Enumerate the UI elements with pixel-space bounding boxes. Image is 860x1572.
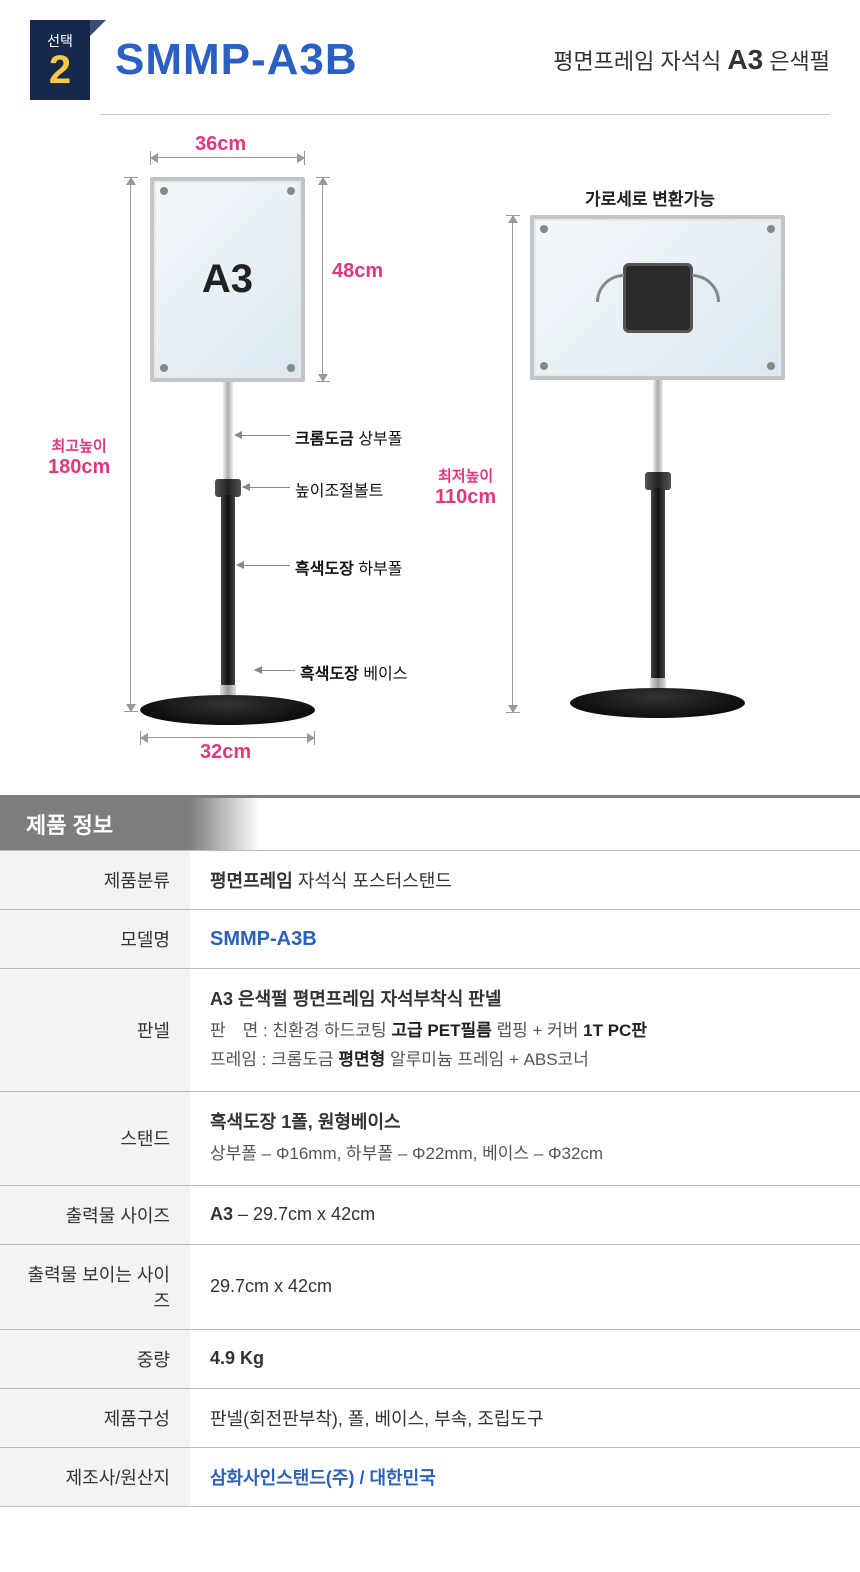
- callout-upper-pole: 크롬도금 상부폴: [295, 425, 403, 449]
- spec-label: 제품분류: [0, 851, 190, 910]
- spec-label: 중량: [0, 1329, 190, 1388]
- subtitle-post: 은색펄: [763, 49, 830, 74]
- spec-rest: – 29.7cm x 42cm: [233, 1204, 375, 1224]
- table-row: 스탠드 흑색도장 1폴, 원형베이스 상부폴 – Φ16mm, 하부폴 – Φ2…: [0, 1091, 860, 1185]
- spec-value: A3 은색펄 평면프레임 자석부착식 판넬 판 면 : 친환경 하드코팅 고급 …: [190, 969, 860, 1092]
- table-row: 판넬 A3 은색펄 평면프레임 자석부착식 판넬 판 면 : 친환경 하드코팅 …: [0, 969, 860, 1092]
- callout-lower-rest: 하부폴: [354, 561, 403, 578]
- spec-value: SMMP-A3B: [190, 910, 860, 969]
- callout-line-upper: [235, 435, 290, 436]
- spec-bold: 평면프레임: [210, 871, 293, 891]
- spec-label: 제조사/원산지: [0, 1447, 190, 1506]
- callout-line-bolt: [243, 487, 290, 488]
- spec-value: A3 – 29.7cm x 42cm: [190, 1185, 860, 1244]
- badge-number: 2: [49, 50, 71, 90]
- lower-pole: [221, 495, 235, 695]
- badge-label: 선택: [47, 34, 73, 48]
- spec-title: 제품 정보: [0, 798, 147, 850]
- callout-base-bold: 흑색도장: [300, 666, 359, 683]
- dim-min-height-label: 최저높이 110cm: [435, 465, 496, 509]
- dim-max-height-label: 최고높이 180cm: [48, 435, 110, 479]
- panel-detail: 판 면 : 친환경 하드코팅 고급 PET필름 랩핑 + 커버 1T PC판 프…: [210, 1017, 840, 1075]
- spec-bold: 4.9 Kg: [210, 1348, 264, 1368]
- dim-base-width-label: 32cm: [200, 741, 251, 764]
- dim-frame-height-label: 48cm: [332, 260, 383, 283]
- callout-bolt-text: 높이조절볼트: [295, 483, 383, 500]
- spec-title-bar: 제품 정보: [0, 795, 860, 851]
- dim-max-height-value: 180cm: [48, 456, 110, 478]
- spec-model: SMMP-A3B: [210, 928, 317, 950]
- table-row: 중량 4.9 Kg: [0, 1329, 860, 1388]
- rotate-note: 가로세로 변환가능: [585, 185, 715, 210]
- spec-label: 출력물 사이즈: [0, 1185, 190, 1244]
- frame-landscape: [530, 215, 785, 380]
- spec-maker: 삼화사인스탠드(주) / 대한민국: [210, 1468, 436, 1488]
- spec-table: 제품분류 평면프레임 자석식 포스터스탠드 모델명 SMMP-A3B 판넬 A3…: [0, 851, 860, 1507]
- table-row: 출력물 보이는 사이즈 29.7cm x 42cm: [0, 1244, 860, 1329]
- callout-base-rest: 베이스: [359, 666, 408, 683]
- base-r: [570, 688, 745, 718]
- rotation-mount: [623, 263, 693, 333]
- stand-title: 흑색도장 1폴, 원형베이스: [210, 1108, 840, 1134]
- spec-value: 평면프레임 자석식 포스터스탠드: [190, 851, 860, 910]
- stand-right: 가로세로 변환가능 최저높이 110cm: [470, 135, 830, 755]
- base: [140, 695, 315, 725]
- callout-upper-bold: 크롬도금: [295, 431, 354, 448]
- model-title: SMMP-A3B: [115, 35, 358, 85]
- upper-pole-r: [653, 380, 663, 475]
- spec-rest: 자석식 포스터스탠드: [293, 871, 452, 891]
- dim-max-height: [130, 177, 131, 712]
- spec-label: 모델명: [0, 910, 190, 969]
- subtitle: 평면프레임 자석식 A3 은색펄: [553, 44, 830, 76]
- callout-line-lower: [237, 565, 290, 566]
- callout-bolt: 높이조절볼트: [295, 477, 383, 501]
- header: 선택 2 SMMP-A3B 평면프레임 자석식 A3 은색펄: [0, 0, 860, 110]
- dim-frame-width: [150, 157, 305, 158]
- frame-portrait-label: A3: [202, 257, 253, 302]
- dim-min-height-value: 110cm: [435, 486, 496, 508]
- spec-label: 스탠드: [0, 1091, 190, 1185]
- subtitle-pre: 평면프레임 자석식: [553, 49, 727, 74]
- table-row: 출력물 사이즈 A3 – 29.7cm x 42cm: [0, 1185, 860, 1244]
- panel-title: A3 은색펄 평면프레임 자석부착식 판넬: [210, 985, 840, 1011]
- lower-pole-r: [651, 488, 665, 688]
- dim-min-height-text: 최저높이: [435, 465, 496, 486]
- dim-max-height-text: 최고높이: [48, 435, 110, 456]
- callout-lower-pole: 흑색도장 하부폴: [295, 555, 403, 579]
- callout-line-base: [255, 670, 295, 671]
- subtitle-bold: A3: [727, 44, 763, 75]
- spec-value: 흑색도장 1폴, 원형베이스 상부폴 – Φ16mm, 하부폴 – Φ22mm,…: [190, 1091, 860, 1185]
- table-row: 제조사/원산지 삼화사인스탠드(주) / 대한민국: [0, 1447, 860, 1506]
- spec-value: 삼화사인스탠드(주) / 대한민국: [190, 1447, 860, 1506]
- spec-label: 판넬: [0, 969, 190, 1092]
- stand-left: 36cm A3 48cm 최고높이 180cm: [30, 135, 450, 755]
- spec-label: 출력물 보이는 사이즈: [0, 1244, 190, 1329]
- frame-portrait: A3: [150, 177, 305, 382]
- table-row: 제품분류 평면프레임 자석식 포스터스탠드: [0, 851, 860, 910]
- dim-base-width: [140, 737, 315, 738]
- upper-pole: [223, 382, 233, 482]
- spec-value: 판넬(회전판부착), 폴, 베이스, 부속, 조립도구: [190, 1388, 860, 1447]
- spec-label: 제품구성: [0, 1388, 190, 1447]
- dim-min-height: [512, 215, 513, 713]
- table-row: 모델명 SMMP-A3B: [0, 910, 860, 969]
- callout-upper-rest: 상부폴: [354, 431, 403, 448]
- spec-bold: A3: [210, 1204, 233, 1224]
- option-badge: 선택 2: [30, 20, 90, 100]
- dim-frame-width-label: 36cm: [195, 133, 246, 156]
- dim-frame-height: [322, 177, 323, 382]
- diagram-row: 36cm A3 48cm 최고높이 180cm: [0, 115, 860, 795]
- callout-lower-bold: 흑색도장: [295, 561, 354, 578]
- callout-base: 흑색도장 베이스: [300, 660, 408, 684]
- spec-value: 29.7cm x 42cm: [190, 1244, 860, 1329]
- stand-detail: 상부폴 – Φ16mm, 하부폴 – Φ22mm, 베이스 – Φ32cm: [210, 1140, 840, 1169]
- table-row: 제품구성 판넬(회전판부착), 폴, 베이스, 부속, 조립도구: [0, 1388, 860, 1447]
- spec-value: 4.9 Kg: [190, 1329, 860, 1388]
